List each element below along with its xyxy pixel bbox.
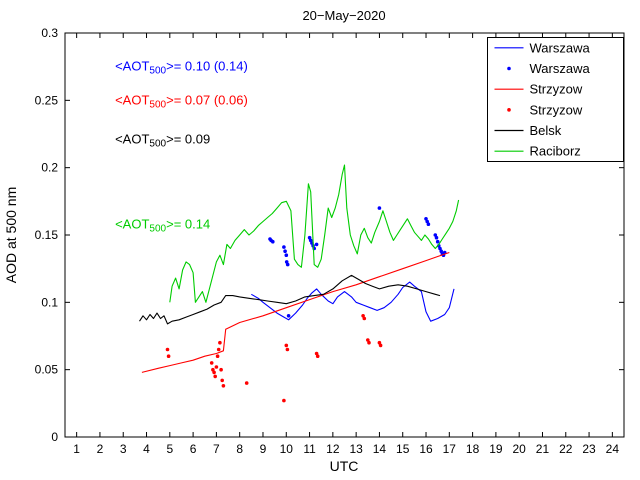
series-strzyzow-line [141,251,450,373]
series-warszawa-points [286,314,291,318]
series-warszawa-points [271,239,275,244]
series-strzyzow-points [214,365,219,369]
x-tick-label: 22 [559,442,573,456]
x-tick-label: 7 [213,442,220,456]
series-strzyzow-points [282,398,286,403]
series-strzyzow-points [219,367,223,372]
x-tick-label: 9 [260,442,267,456]
series-strzyzow-points [378,343,383,348]
x-tick-label: 12 [326,442,340,456]
legend-sample-strzyzow-dot [507,108,511,112]
x-tick-label: 14 [373,442,387,456]
x-tick-label: 8 [236,442,243,456]
x-tick-label: 2 [97,442,104,456]
series-warszawa-points [283,249,287,253]
x-tick-label: 19 [489,442,503,456]
series-strzyzow-points [212,370,216,375]
series-warszawa-points [282,245,286,249]
x-tick-label: 3 [120,442,127,456]
series-strzyzow-points [209,361,214,365]
x-tick-label: 1 [73,442,80,456]
series-warszawa-points [308,238,313,243]
y-tick-label: 0.2 [41,161,58,175]
legend-label-belsk: Belsk [530,123,562,138]
x-tick-label: 4 [143,442,150,456]
x-tick-label: 5 [166,442,173,456]
x-tick-label: 20 [513,442,527,456]
plot-layer: 1 2 3 4 5 6 7 8 9 10 11 12 13 14 15 16 17 18 19 20 21 22 23 240… [35,26,625,456]
series-strzyzow-points [216,347,221,352]
legend-label-strzyzow: Strzyzow [530,102,583,117]
y-tick-label: 0.25 [35,93,59,107]
x-tick-label: 16 [419,442,433,456]
series-warszawa-points [424,217,428,221]
series-warszawa-points [433,233,438,237]
series-warszawa-points [434,235,439,240]
x-tick-label: 23 [582,442,596,456]
x-tick-label: 10 [280,442,294,456]
series-belsk-line [139,274,441,325]
annotation-4: <AOT500>= 0.14 [115,216,210,234]
x-tick-label: 24 [606,442,620,456]
series-warszawa-points [284,260,289,264]
series-strzyzow-points [166,354,171,359]
x-tick-label: 15 [396,442,410,456]
annotation-1: <AOT500>= 0.10 (0.14) [115,59,248,77]
y-tick-label: 0 [51,430,58,444]
series-strzyzow-points [315,354,320,359]
series-warszawa-line [251,281,455,322]
y-tick-label: 0.05 [35,363,59,377]
y-tick-label: 0.1 [41,295,58,309]
series-warszawa-points [285,262,290,267]
x-tick-label: 11 [303,442,316,456]
series-strzyzow-points [244,381,249,385]
series-warszawa-points [438,246,442,251]
series-warszawa-points [439,249,444,253]
annotation-2: <AOT500>= 0.07 (0.06) [115,92,248,110]
series-strzyzow-points [314,351,319,356]
annotation-3: <AOT500>= 0.09 [115,131,210,149]
series-warszawa-points [425,219,430,224]
legend-label-warszawa: Warszawa [530,40,591,55]
series-warszawa-points [426,222,431,226]
series-strzyzow-points [377,340,382,345]
x-tick-label: 13 [349,442,363,456]
chart-title: 20−May−2020 [302,8,385,23]
series-strzyzow-points [213,374,217,379]
x-axis-label: UTC [330,458,359,474]
series-strzyzow-points [220,378,224,383]
legend-box [487,37,624,162]
series-strzyzow-points [367,340,371,345]
series-strzyzow-points [284,343,289,348]
series-strzyzow-points [221,384,226,388]
series-strzyzow-points [211,367,215,372]
plot-border [64,32,625,438]
series-warszawa-points [284,253,289,257]
series-strzyzow-points [165,347,170,352]
series-raciborz-line [169,164,460,303]
legend-label-raciborz: Raciborz [530,144,581,159]
x-tick-label: 6 [190,442,197,456]
series-strzyzow-points [362,316,367,321]
series-warszawa-points [435,239,440,244]
series-warszawa-points [307,235,312,240]
y-axis-label: AOD at 500 nm [3,187,19,284]
series-strzyzow-points [285,347,290,352]
series-strzyzow-points [361,314,365,318]
legend-label-strzyzow: Strzyzow [530,82,583,97]
series-strzyzow-points [218,340,222,345]
series-strzyzow-points [215,354,220,359]
series-strzyzow-points [366,338,370,342]
y-tick-label: 0.15 [35,228,59,242]
series-warszawa-points [314,242,319,247]
legend-label-warszawa: Warszawa [530,61,591,76]
x-tick-label: 21 [536,442,550,456]
y-tick-label: 0.3 [41,26,58,40]
x-tick-label: 18 [466,442,480,456]
x-tick-label: 17 [443,442,457,456]
series-warszawa-points [377,206,382,210]
legend-sample-warszawa-dot [507,66,511,71]
